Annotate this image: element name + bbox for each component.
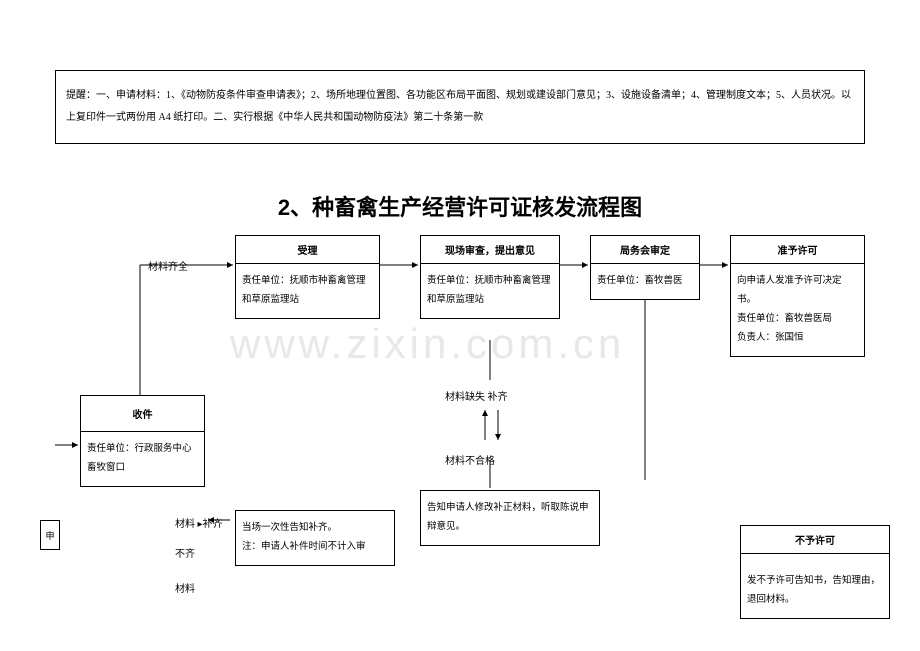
node-accept: 受理 责任单位：抚顺市种畜禽管理和草原监理站 [235, 235, 380, 319]
node-accept-header: 受理 [236, 236, 379, 264]
label-material-complete: 材料齐全 [148, 258, 188, 273]
node-audit-header: 局务会审定 [591, 236, 699, 264]
node-review: 现场审查，提出意见 责任单位：抚顺市种畜禽管理和草原监理站 [420, 235, 560, 319]
label-material-incomplete-fix: 材料 ▸补齐 [175, 515, 223, 530]
page-title: 2、种畜禽生产经营许可证核发流程图 [0, 190, 920, 222]
node-deny: 不予许可 发不予许可告知书，告知理由，退回材料。 [740, 525, 890, 619]
label-material-missing: 材料缺失 补齐 [445, 388, 508, 403]
node-permit-body: 向申请人发准予许可决定书。 责任单位：畜牧兽医局 负责人：张国恒 [731, 264, 864, 356]
watermark: www.zixin.com.cn [230, 320, 625, 368]
node-notify: 当场一次性告知补齐。 注：申请人补件时间不计入审 [235, 510, 395, 566]
label-material: 材料 [175, 580, 195, 595]
label-incomplete: 不齐 [175, 545, 195, 560]
node-inform: 告知申请人修改补正材料，听取陈说申辩意见。 [420, 490, 600, 546]
node-audit: 局务会审定 责任单位：畜牧兽医 [590, 235, 700, 300]
node-permit-header: 准予许可 [731, 236, 864, 264]
node-receive-header: 收件 [81, 396, 204, 432]
node-review-header: 现场审查，提出意见 [421, 236, 559, 264]
top-notice-box: 提醒：一、申请材料：1、《动物防疫条件审查申请表》；2、场所地理位置图、各功能区… [55, 70, 865, 144]
node-review-body: 责任单位：抚顺市种畜禽管理和草原监理站 [421, 264, 559, 318]
node-audit-body: 责任单位：畜牧兽医 [591, 264, 699, 299]
node-applicant: 申 [40, 520, 60, 550]
node-deny-body: 发不予许可告知书，告知理由，退回材料。 [741, 554, 889, 618]
node-accept-body: 责任单位：抚顺市种畜禽管理和草原监理站 [236, 264, 379, 318]
node-receive-body: 责任单位：行政服务中心畜牧窗口 [81, 432, 204, 486]
top-notice-text: 提醒：一、申请材料：1、《动物防疫条件审查申请表》；2、场所地理位置图、各功能区… [66, 90, 851, 123]
node-inform-body: 告知申请人修改补正材料，听取陈说申辩意见。 [421, 491, 599, 545]
node-permit: 准予许可 向申请人发准予许可决定书。 责任单位：畜牧兽医局 负责人：张国恒 [730, 235, 865, 357]
node-notify-body: 当场一次性告知补齐。 注：申请人补件时间不计入审 [236, 511, 394, 565]
label-material-fail: 材料不合格 [445, 452, 495, 467]
node-deny-header: 不予许可 [741, 526, 889, 554]
node-receive: 收件 责任单位：行政服务中心畜牧窗口 [80, 395, 205, 487]
